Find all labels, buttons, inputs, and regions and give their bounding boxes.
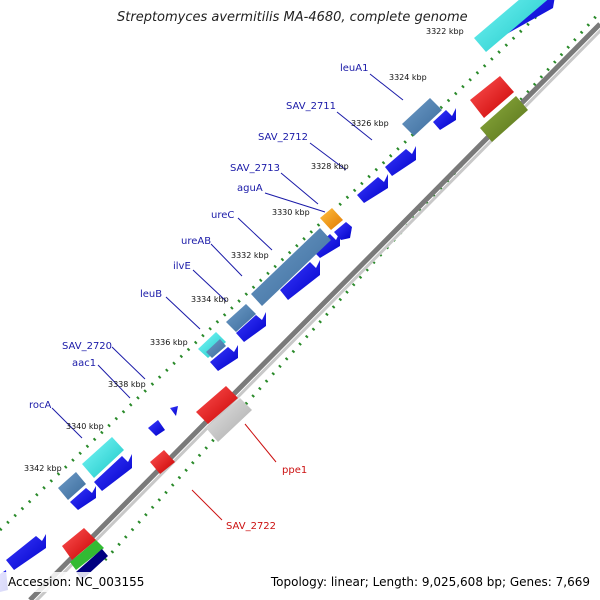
cds-arrow	[236, 312, 266, 342]
blast-hit	[320, 208, 343, 230]
cds-arrow	[312, 232, 340, 258]
feature-block	[206, 398, 252, 442]
blast-hit	[206, 339, 226, 358]
tick-label: 3322 kbp	[426, 27, 464, 36]
leader-line	[309, 142, 347, 171]
label-leader-lines	[51, 73, 404, 439]
leader-line	[369, 73, 404, 101]
gene-label[interactable]: ureAB	[181, 236, 211, 247]
blast-hit	[226, 304, 256, 332]
cds-arrow	[210, 345, 238, 371]
feature-block	[480, 96, 528, 142]
tick-label: 3326 kbp	[351, 119, 389, 128]
leader-line	[97, 364, 131, 399]
tick-label: 3328 kbp	[311, 162, 349, 171]
leader-line	[191, 489, 223, 521]
title-backdrop	[112, 6, 484, 26]
accession-text: Accession: NC_003155	[8, 575, 144, 589]
cds-arrow	[6, 534, 46, 570]
cds-arrow	[280, 260, 320, 300]
blast-hit	[82, 437, 124, 478]
gene-label[interactable]: SAV_2713	[230, 163, 280, 174]
cds-arrow	[94, 454, 132, 491]
gene-label[interactable]: SAV_2720	[62, 341, 112, 352]
forward-cds-track	[0, 0, 555, 592]
gene-label[interactable]: leuA1	[340, 63, 368, 74]
outer-dotted-ring	[0, 0, 556, 532]
cds-arrow	[385, 146, 416, 176]
blast-hit	[251, 228, 331, 306]
blast-hit	[402, 98, 442, 136]
gene-label[interactable]: aguA	[237, 183, 263, 194]
leader-line	[244, 423, 277, 463]
leader-line	[336, 111, 373, 141]
blast-hit	[474, 0, 548, 52]
leader-line	[111, 346, 146, 380]
leader-line	[165, 296, 201, 330]
gene-label[interactable]: leuB	[140, 289, 162, 300]
footer-backdrop	[0, 572, 600, 592]
feature-block	[70, 540, 104, 570]
feature-block	[150, 450, 175, 474]
tick-label: 3336 kbp	[150, 338, 188, 347]
cds-arrow	[433, 108, 456, 130]
leader-line	[237, 217, 273, 251]
feature-block	[196, 386, 238, 424]
leader-line	[51, 407, 83, 439]
leader-line	[210, 243, 243, 277]
tick-label: 3338 kbp	[108, 380, 146, 389]
coordinate-ticks: 3322 kbp 3324 kbp 3326 kbp 3328 kbp 3330…	[24, 27, 464, 473]
gene-label[interactable]: ppe1	[282, 465, 307, 476]
blast-hit	[198, 332, 226, 358]
tick-label: 3342 kbp	[24, 464, 62, 473]
genome-summary-text: Topology: linear; Length: 9,025,608 bp; …	[270, 575, 590, 589]
gene-label[interactable]: SAV_2722	[226, 521, 276, 532]
tick-label: 3334 kbp	[191, 295, 229, 304]
tick-label: 3332 kbp	[231, 251, 269, 260]
blast-hit	[58, 472, 86, 500]
cds-arrow	[148, 420, 165, 436]
leader-line	[264, 192, 326, 213]
leader-line	[280, 172, 319, 205]
blast-hit-track	[58, 0, 548, 500]
tick-label: 3340 kbp	[66, 422, 104, 431]
feature-block	[62, 528, 96, 560]
tick-label: 3330 kbp	[272, 208, 310, 217]
tick-label: 3324 kbp	[389, 73, 427, 82]
cds-arrow	[170, 406, 178, 416]
gene-labels: leuA1 SAV_2711 SAV_2712 SAV_2713 aguA ur…	[29, 63, 368, 532]
leader-line	[192, 269, 227, 302]
gene-label[interactable]: ilvE	[173, 261, 191, 272]
gene-label[interactable]: ureC	[211, 210, 234, 221]
gene-label[interactable]: SAV_2712	[258, 132, 308, 143]
inner-dotted-ring	[103, 10, 600, 562]
cds-arrow	[70, 486, 96, 510]
gene-label[interactable]: SAV_2711	[286, 101, 336, 112]
gene-label[interactable]: aac1	[72, 358, 96, 369]
map-title: Streptomyces avermitilis MA-4680, comple…	[117, 10, 468, 25]
label-leader-lines-red	[191, 423, 277, 521]
feature-block	[470, 76, 514, 118]
cds-arrow	[357, 174, 388, 203]
gene-label[interactable]: rocA	[29, 400, 52, 411]
